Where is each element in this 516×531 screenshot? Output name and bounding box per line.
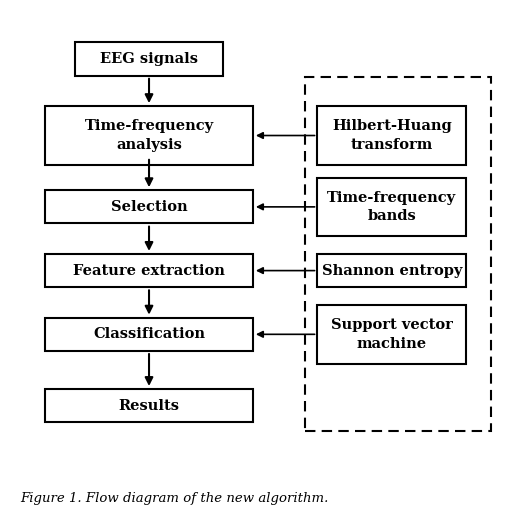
Bar (317, 177, 466, 236)
Bar (317, 305, 466, 364)
Text: Hilbert-Huang
transform: Hilbert-Huang transform (332, 119, 452, 152)
Bar (317, 254, 466, 287)
Bar (305, 77, 491, 431)
Bar (45, 106, 253, 165)
Text: Time-frequency
bands: Time-frequency bands (327, 191, 456, 223)
Bar (75, 42, 223, 75)
Bar (45, 190, 253, 224)
Text: Support vector
machine: Support vector machine (331, 318, 453, 350)
Bar (45, 254, 253, 287)
Text: Shannon entropy: Shannon entropy (321, 263, 462, 278)
Text: Feature extraction: Feature extraction (73, 263, 225, 278)
Bar (45, 318, 253, 351)
Text: Results: Results (119, 399, 180, 413)
Bar (45, 389, 253, 422)
Text: Classification: Classification (93, 327, 205, 341)
Text: Selection: Selection (111, 200, 187, 214)
Text: Figure 1. Flow diagram of the new algorithm.: Figure 1. Flow diagram of the new algori… (20, 492, 329, 505)
Bar (317, 106, 466, 165)
Text: Time-frequency
analysis: Time-frequency analysis (85, 119, 214, 152)
Text: EEG signals: EEG signals (100, 52, 198, 66)
